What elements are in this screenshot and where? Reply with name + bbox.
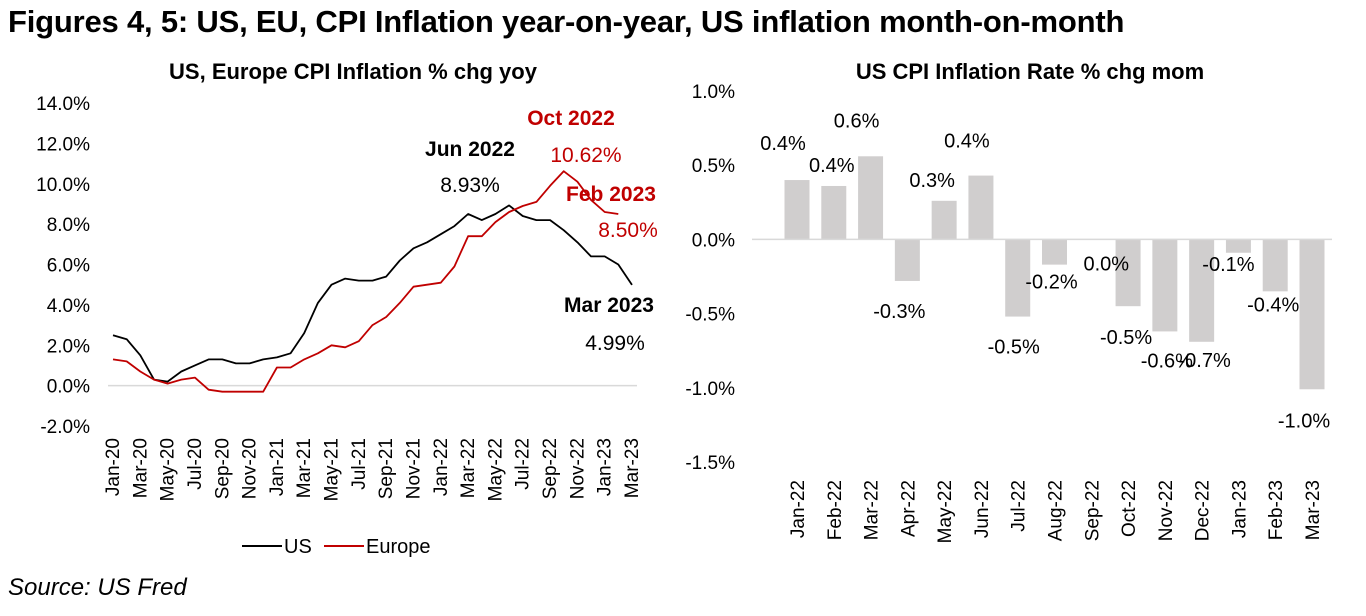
bar-data-label: 0.3% xyxy=(909,170,955,192)
bar-chart-xtick: Feb-22 xyxy=(825,480,846,540)
bar-data-label: -0.1% xyxy=(1202,254,1254,276)
line-chart-xtick: Jan-21 xyxy=(267,438,288,496)
line-chart-ytick: 10.0% xyxy=(36,175,90,196)
bar-data-label: -0.5% xyxy=(988,337,1040,359)
line-chart-xtick: Jan-22 xyxy=(431,438,452,496)
bar-chart-xtick: Nov-22 xyxy=(1156,480,1177,541)
line-chart-xtick: Jul-21 xyxy=(349,438,370,490)
line-chart-xtick: Sep-21 xyxy=(376,438,397,499)
bar-data-label: 0.0% xyxy=(1083,253,1129,275)
line-chart-xtick: Nov-22 xyxy=(567,438,588,499)
line-chart-ytick: 14.0% xyxy=(36,94,90,115)
bar-data-label: -0.3% xyxy=(873,301,925,323)
line-chart-ytick: 0.0% xyxy=(47,377,90,398)
bar-chart-title: US CPI Inflation Rate % chg mom xyxy=(856,59,1204,84)
bar-apr-22 xyxy=(894,239,920,281)
bar-data-label: -0.7% xyxy=(1179,350,1231,372)
line-chart-xtick: Jul-22 xyxy=(513,438,534,490)
bar-data-label: -1.0% xyxy=(1278,410,1330,432)
line-chart-ytick: 6.0% xyxy=(47,256,90,277)
bar-chart-xtick: Mar-23 xyxy=(1303,480,1324,540)
line-chart-ytick: 8.0% xyxy=(47,215,90,236)
annotation-label-mar-2023: Mar 2023 xyxy=(564,294,654,317)
annotation-label-jun-2022: Jun 2022 xyxy=(425,138,515,161)
bar-oct-22 xyxy=(1115,239,1141,307)
bar-chart-xtick: May-22 xyxy=(935,480,956,543)
line-chart-xtick: Mar-20 xyxy=(130,438,151,498)
line-chart-xtick: Mar-22 xyxy=(458,438,479,498)
bar-chart-ytick: 0.0% xyxy=(692,230,735,251)
line-chart-xtick: Sep-20 xyxy=(212,438,233,499)
annotation-label-oct-2022: Oct 2022 xyxy=(527,107,615,130)
annotation-value-oct-2022: 10.62% xyxy=(550,144,621,167)
source-note: Source: US Fred xyxy=(8,574,187,601)
bar-dec-22 xyxy=(1189,239,1215,342)
bar-chart-xtick: Jun-22 xyxy=(972,480,993,538)
bar-chart-ytick: -1.0% xyxy=(685,379,735,400)
line-chart-xtick: Sep-22 xyxy=(540,438,561,499)
annotation-value-jun-2022: 8.93% xyxy=(440,174,500,197)
annotation-label-feb-2023: Feb 2023 xyxy=(566,183,656,206)
annotation-value-mar-2023: 4.99% xyxy=(585,332,645,355)
bar-chart-xtick: Oct-22 xyxy=(1119,480,1140,537)
line-chart-xtick: Jul-20 xyxy=(185,438,206,490)
bar-data-label: 0.4% xyxy=(809,155,855,177)
figure-title: Figures 4, 5: US, EU, CPI Inflation year… xyxy=(8,4,1125,39)
bar-mar-23 xyxy=(1299,239,1325,390)
bar-chart-xtick: Jan-22 xyxy=(788,480,809,538)
bar-data-label: -0.6% xyxy=(1141,350,1193,372)
bar-chart-xtick: Aug-22 xyxy=(1046,480,1067,541)
bar-chart-ytick: -1.5% xyxy=(685,453,735,474)
line-chart-xtick: Mar-21 xyxy=(294,438,315,498)
line-chart-xtick: May-20 xyxy=(158,438,179,501)
bar-chart-xtick: Jan-23 xyxy=(1229,480,1250,538)
bar-chart-xtick: Apr-22 xyxy=(898,480,919,537)
bar-may-22 xyxy=(931,200,957,240)
annotation-value-feb-2023: 8.50% xyxy=(598,219,658,242)
bar-mar-22 xyxy=(858,156,884,240)
bar-nov-22 xyxy=(1152,239,1178,332)
bar-feb-23 xyxy=(1262,239,1288,292)
line-chart-ytick: 12.0% xyxy=(36,134,90,155)
line-chart-xtick: Jan-20 xyxy=(103,438,124,496)
bar-jan-23 xyxy=(1225,239,1251,253)
line-chart-ytick: 4.0% xyxy=(47,296,90,317)
bar-jul-22 xyxy=(1005,239,1031,317)
bar-data-label: 0.6% xyxy=(834,110,880,132)
series-line-europe xyxy=(112,170,619,393)
legend-label-europe: Europe xyxy=(366,536,431,558)
series-line-us xyxy=(112,204,633,383)
bar-data-label: -0.4% xyxy=(1247,294,1299,316)
line-chart-title: US, Europe CPI Inflation % chg yoy xyxy=(169,59,538,84)
line-chart-ytick: -2.0% xyxy=(40,417,90,438)
bar-chart-ytick: 1.0% xyxy=(692,82,735,103)
bar-aug-22 xyxy=(1042,239,1067,265)
bar-chart-ytick: 0.5% xyxy=(692,156,735,177)
bar-jun-22 xyxy=(968,175,994,240)
line-chart-xtick: Nov-21 xyxy=(403,438,424,499)
bar-chart-xtick: Feb-23 xyxy=(1266,480,1287,540)
bar-feb-22 xyxy=(821,185,847,240)
bar-chart-xtick: Sep-22 xyxy=(1082,480,1103,541)
bar-chart-xtick: Mar-22 xyxy=(862,480,883,540)
bar-data-label: 0.4% xyxy=(760,133,806,155)
bar-data-label: -0.2% xyxy=(1025,272,1077,294)
line-chart-yoy: US, Europe CPI Inflation % chg yoy 14.0%… xyxy=(36,59,658,558)
bar-chart-mom: US CPI Inflation Rate % chg mom 1.0% 0.5%… xyxy=(685,59,1332,543)
line-chart-xtick: May-22 xyxy=(485,438,506,501)
bar-jan-22 xyxy=(784,180,810,240)
line-chart-legend: US Europe xyxy=(242,536,431,558)
legend-label-us: US xyxy=(284,536,312,558)
bar-chart-xtick: Jul-22 xyxy=(1009,480,1030,532)
bar-data-label: 0.4% xyxy=(944,131,990,153)
bar-chart-xtick: Dec-22 xyxy=(1193,480,1214,541)
line-chart-ytick: 2.0% xyxy=(47,336,90,357)
line-chart-xtick: Jan-23 xyxy=(595,438,616,496)
bar-chart-ytick: -0.5% xyxy=(685,305,735,326)
line-chart-xtick: Mar-23 xyxy=(622,438,643,498)
line-chart-xtick: May-21 xyxy=(322,438,343,501)
line-chart-xtick: Nov-20 xyxy=(240,438,261,499)
bar-data-label: -0.5% xyxy=(1100,327,1152,349)
